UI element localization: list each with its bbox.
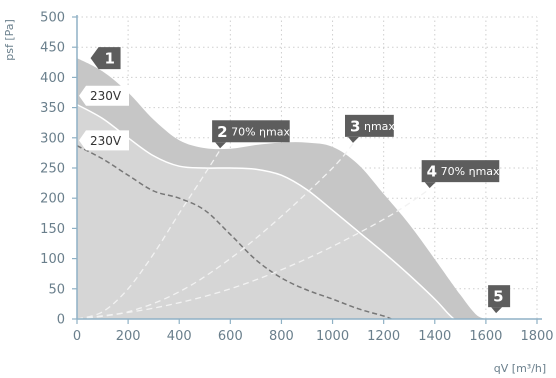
performance-areas (77, 58, 486, 319)
x-tick-label: 1200 (367, 329, 400, 344)
y-tick-label: 0 (57, 313, 65, 328)
curve-230v-high (76, 103, 455, 320)
curve-tag-2: 2 70% ηmax (212, 120, 290, 149)
curve-tag-box (488, 285, 511, 308)
y-tick-label: 50 (48, 282, 65, 297)
voltage-label-box (79, 85, 129, 106)
x-tick-label: 1400 (418, 329, 451, 344)
efficiency-curve (76, 188, 431, 320)
curve-tag-pointer (348, 136, 359, 143)
curve-tag-pointer (424, 182, 436, 189)
y-tick-label: 300 (40, 131, 65, 146)
efficiency-curve (76, 149, 221, 320)
curve-tag-5: 5 (488, 285, 511, 314)
curve-tag-number: 5 (493, 288, 503, 306)
curve-tag-number: 1 (105, 50, 115, 68)
curve-tag-4: 4 70% ηmax (421, 160, 500, 189)
x-tick-label: 1600 (469, 329, 502, 344)
x-tick-label: 400 (167, 329, 192, 344)
y-tick-label: 150 (40, 222, 65, 237)
curve-tag-number: 2 (217, 123, 227, 141)
curve-tag-box (345, 114, 394, 137)
curve-tag-box (212, 120, 290, 143)
x-tick-label: 200 (116, 329, 141, 344)
curve-tag-label: 70% ηmax (231, 125, 290, 138)
x-tick-label: 800 (269, 329, 294, 344)
x-tick-label: 0 (73, 329, 81, 344)
performance-curves (76, 103, 455, 320)
area-230v (77, 104, 454, 319)
y-tick-label: 400 (40, 71, 65, 86)
y-tick-label: 350 (40, 101, 65, 116)
curve-tag-label: 70% ηmax (441, 165, 500, 178)
curve-tag-pointer (491, 307, 503, 314)
curve-tag-number: 4 (427, 163, 437, 181)
curve-tag-3: 3 ηmax (345, 114, 395, 143)
curve-tag-pointer (215, 142, 227, 149)
y-tick-label: 450 (40, 41, 65, 56)
curve-tag-box (421, 160, 500, 183)
y-tick-label: 200 (40, 192, 65, 207)
curve-tag-number: 3 (350, 117, 360, 135)
axes: 0 200 400 600 800 1000 1200 1400 1600 18000501001… (40, 11, 553, 345)
x-tick-label: 1000 (316, 329, 349, 344)
curve-tag-label: ηmax (364, 120, 395, 133)
y-tick-label: 100 (40, 252, 65, 267)
curve-tag-box (90, 47, 121, 70)
x-tick-label: 600 (218, 329, 243, 344)
voltage-label: 230V (90, 89, 122, 103)
x-tick-label: 1800 (520, 329, 553, 344)
y-axis-title: psf [Pa] (3, 19, 16, 61)
voltage-label-box (79, 130, 129, 151)
y-tick-label: 250 (40, 162, 65, 177)
curve-tag-1: 1 (90, 47, 121, 70)
voltage-label: 230V (90, 134, 122, 148)
curve-tags: 230V 230V 1 2 70% ηmax 3 ηmax 4 70% ηmax 5 (79, 47, 511, 314)
x-axis-title: qV [m³/h] (494, 362, 546, 375)
y-tick-label: 500 (40, 11, 65, 26)
